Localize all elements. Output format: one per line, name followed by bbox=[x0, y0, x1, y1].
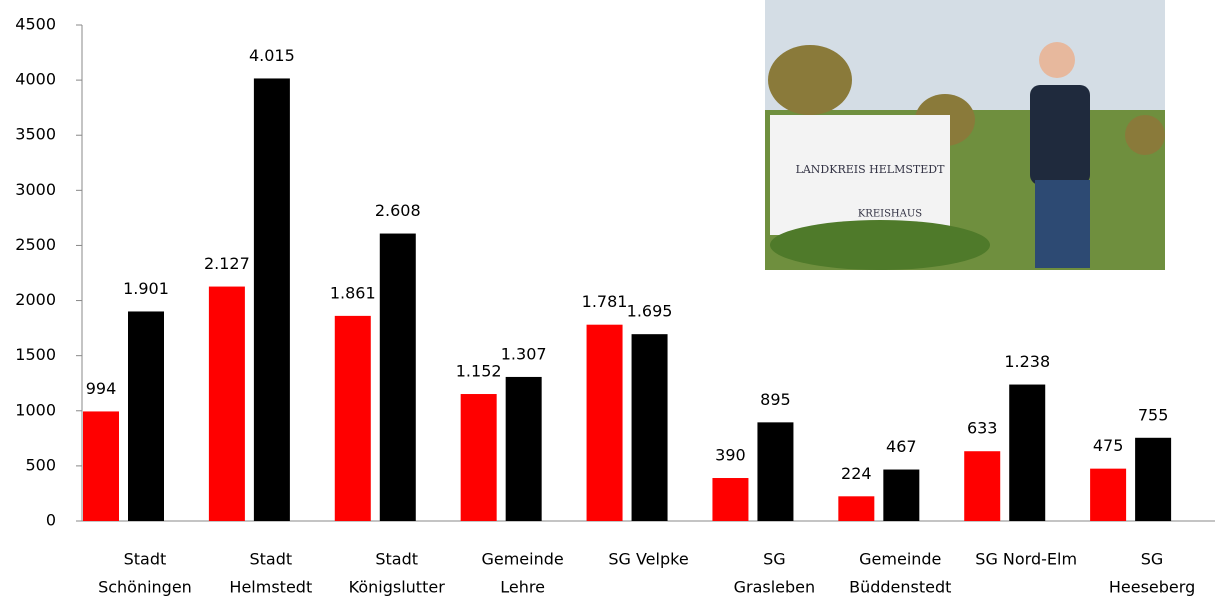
person bbox=[1030, 85, 1090, 185]
bar bbox=[1090, 468, 1127, 521]
value-label: 1.901 bbox=[123, 279, 169, 298]
bar bbox=[208, 286, 245, 521]
tree bbox=[1125, 115, 1165, 155]
x-tick-label: SG Velpke bbox=[608, 550, 688, 569]
y-tick-label: 3000 bbox=[15, 180, 56, 199]
y-tick-label: 1500 bbox=[15, 345, 56, 364]
value-label: 633 bbox=[967, 419, 998, 438]
bar bbox=[253, 78, 290, 522]
bar bbox=[712, 478, 749, 521]
bar bbox=[128, 311, 164, 521]
value-label: 2.127 bbox=[204, 254, 250, 273]
value-label: 1.861 bbox=[330, 283, 376, 302]
x-tick-label: Gemeinde bbox=[859, 550, 941, 569]
tree bbox=[768, 45, 852, 115]
bar bbox=[631, 334, 668, 521]
value-label: 4.015 bbox=[249, 46, 295, 65]
value-label: 475 bbox=[1093, 436, 1124, 455]
y-tick-label: 4000 bbox=[15, 70, 56, 89]
bar bbox=[838, 496, 875, 521]
person-head bbox=[1039, 42, 1075, 78]
x-tick-label: Gemeinde bbox=[481, 550, 563, 569]
bar bbox=[964, 451, 1001, 521]
value-label: 467 bbox=[886, 437, 917, 456]
x-tick-label: Stadt bbox=[124, 550, 167, 569]
y-tick-label: 500 bbox=[25, 455, 56, 474]
x-tick-label: SG Nord-Elm bbox=[975, 550, 1077, 569]
bar bbox=[1135, 437, 1172, 521]
bar bbox=[334, 315, 371, 521]
y-tick-label: 2000 bbox=[15, 290, 56, 309]
sign-subtext: KREISHAUS bbox=[858, 209, 922, 220]
value-label: 1.307 bbox=[501, 344, 547, 363]
bar bbox=[460, 394, 497, 521]
y-tick-label: 1000 bbox=[15, 400, 56, 419]
value-label: 895 bbox=[760, 390, 791, 409]
y-tick-label: 2500 bbox=[15, 235, 56, 254]
bar bbox=[586, 324, 623, 521]
x-tick-label: SG bbox=[1141, 550, 1164, 569]
x-tick-label: Büddenstedt bbox=[849, 578, 951, 597]
x-tick-label: Schöningen bbox=[98, 578, 192, 597]
value-label: 994 bbox=[86, 379, 117, 398]
x-tick-label: Helmstedt bbox=[229, 578, 312, 597]
sign-text: LANDKREIS HELMSTEDT bbox=[796, 163, 946, 176]
value-label: 1.781 bbox=[582, 292, 628, 311]
x-tick-label: Heeseberg bbox=[1109, 578, 1195, 597]
value-label: 224 bbox=[841, 464, 872, 483]
value-label: 390 bbox=[715, 446, 746, 465]
x-tick-label: SG bbox=[763, 550, 786, 569]
value-label: 2.608 bbox=[375, 201, 421, 220]
x-tick-label: Königslutter bbox=[349, 578, 446, 597]
bar bbox=[1009, 384, 1046, 521]
y-tick-label: 3500 bbox=[15, 125, 56, 144]
value-label: 1.238 bbox=[1004, 352, 1050, 371]
photo: LANDKREIS HELMSTEDT KREISHAUS bbox=[765, 0, 1165, 270]
y-tick-label: 0 bbox=[46, 511, 56, 530]
value-label: 1.695 bbox=[627, 302, 673, 321]
x-tick-label: Stadt bbox=[249, 550, 292, 569]
bar bbox=[379, 233, 416, 521]
value-label: 1.152 bbox=[456, 362, 502, 381]
bar bbox=[757, 422, 794, 521]
person-legs bbox=[1035, 180, 1090, 268]
y-tick-label: 4500 bbox=[15, 15, 56, 34]
sign bbox=[770, 115, 950, 235]
hedge bbox=[770, 220, 990, 270]
bar bbox=[83, 411, 119, 521]
x-tick-label: Lehre bbox=[500, 578, 545, 597]
bar bbox=[505, 376, 542, 521]
value-label: 755 bbox=[1138, 405, 1169, 424]
bar bbox=[883, 469, 920, 521]
x-tick-label: Grasleben bbox=[734, 578, 816, 597]
x-tick-label: Stadt bbox=[375, 550, 418, 569]
